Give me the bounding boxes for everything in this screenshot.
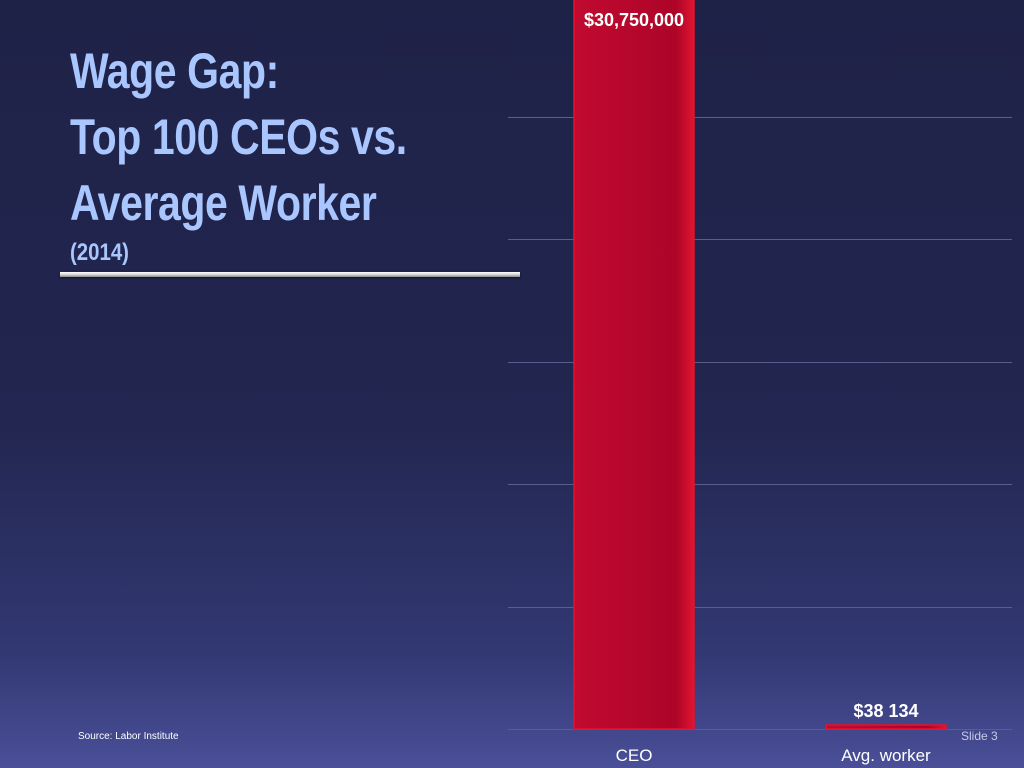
title-divider: [60, 272, 520, 277]
data-label: $38 134: [853, 701, 918, 721]
bar-ceo: [573, 0, 695, 730]
data-label: $30,750,000: [584, 10, 684, 30]
slide-number: Slide 3: [961, 729, 998, 743]
title-line-1: Wage Gap:: [70, 43, 279, 99]
source-note: Source: Labor Institute: [78, 731, 179, 742]
category-label: Avg. worker: [841, 746, 931, 765]
category-label: CEO: [616, 746, 653, 765]
title-line-2: Top 100 CEOs vs.: [70, 109, 407, 165]
title-line-3: Average Worker: [70, 175, 377, 231]
subtitle-year: (2014): [70, 239, 129, 266]
bars: [573, 0, 947, 730]
labels: $30,750,000 CEO $38 134 Avg. worker: [584, 10, 931, 765]
bar-avg-worker: [825, 724, 947, 730]
